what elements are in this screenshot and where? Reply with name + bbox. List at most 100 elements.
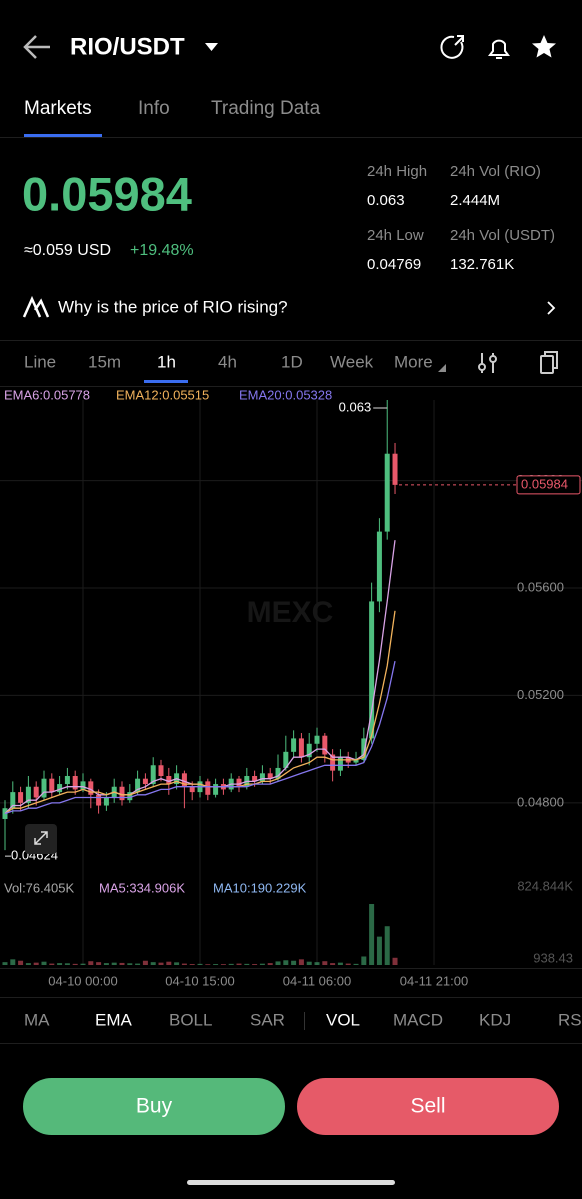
indicator-tab[interactable]: EMA	[95, 1010, 133, 1029]
volume-bar	[127, 963, 133, 965]
candle-body	[166, 776, 172, 785]
candle-body	[267, 773, 273, 779]
candle-body	[57, 784, 63, 793]
interval-indicator	[144, 380, 188, 383]
volume-legend: MA10:190.229K	[213, 880, 307, 895]
back-button[interactable]	[23, 35, 50, 59]
candle-body	[353, 759, 359, 763]
volume-bar	[337, 962, 343, 965]
interval[interactable]: Week	[330, 352, 374, 371]
ai-icon	[22, 295, 50, 318]
volume-bar	[345, 963, 351, 965]
banner-text[interactable]: Why is the price of RIO rising?	[58, 297, 288, 316]
candle-body	[2, 808, 8, 819]
volume-bar	[80, 963, 86, 965]
volume-bar	[244, 963, 250, 965]
candle-body	[135, 778, 141, 793]
chevron[interactable]	[547, 301, 556, 315]
more-arrow[interactable]	[438, 364, 446, 372]
alert-icon[interactable]	[488, 39, 510, 59]
candle-body	[18, 792, 24, 803]
candle-body	[392, 453, 398, 485]
y-tick-label: 0.05600	[517, 579, 564, 594]
buy-label[interactable]: Buy	[136, 1095, 173, 1118]
candle-body	[361, 738, 367, 760]
volume-bar	[298, 959, 304, 965]
volume-bar	[103, 963, 109, 965]
volume-bar	[18, 960, 24, 965]
candle-body	[10, 792, 16, 809]
indicator-tab[interactable]: BOLL	[169, 1010, 212, 1029]
interval[interactable]: 4h	[218, 352, 237, 371]
candle-body	[298, 738, 304, 758]
interval[interactable]: Line	[24, 352, 56, 371]
settings-icon[interactable]	[478, 353, 497, 373]
pair-title[interactable]: RIO/USDT	[70, 33, 185, 60]
candle-body	[181, 773, 187, 787]
legend-entry: EMA12:0.05515	[116, 387, 209, 402]
volume-bar	[392, 957, 398, 965]
indicator-tab[interactable]: MACD	[393, 1010, 443, 1029]
volume-bar	[213, 964, 219, 965]
volume-legend: Vol:76.405K	[4, 880, 74, 895]
stat-value: 0.04769	[367, 256, 421, 273]
x-tick-label: 04-11 06:00	[283, 973, 351, 988]
ema-line	[4, 610, 396, 815]
sell-label[interactable]: Sell	[410, 1095, 445, 1118]
volume-bar	[306, 961, 312, 965]
x-tick-label: 04-10 00:00	[48, 973, 117, 988]
candle-body	[384, 453, 390, 532]
volume-bar	[88, 961, 94, 965]
pair-dropdown[interactable]	[205, 43, 218, 51]
candle-body	[337, 757, 343, 771]
share-icon[interactable]	[440, 35, 464, 59]
x-tick-label: 04-10 15:00	[165, 973, 234, 988]
divider	[0, 137, 582, 138]
candle-body	[33, 786, 39, 798]
volume-bar	[64, 963, 70, 965]
indicator-tab[interactable]: MA	[24, 1010, 50, 1029]
last-price-label: 0.05984	[521, 476, 568, 491]
candle-body	[205, 781, 211, 795]
stat-label: 24h Low	[367, 227, 424, 244]
divider	[0, 386, 582, 387]
interval[interactable]: 1h	[157, 352, 176, 371]
indicator-tab[interactable]: SAR	[250, 1010, 285, 1029]
indicator-tab[interactable]: KDJ	[479, 1010, 511, 1029]
candle-body	[158, 765, 164, 776]
interval[interactable]: 1D	[281, 352, 303, 371]
legend-entry: EMA6:0.05778	[4, 387, 90, 402]
favorite-icon[interactable]	[532, 35, 556, 58]
legend-entry: EMA20:0.05328	[239, 387, 332, 402]
expand-icon[interactable]	[25, 824, 57, 854]
volume-bar	[174, 962, 180, 965]
watermark: MEXC	[247, 596, 334, 629]
divider	[0, 968, 582, 969]
indicator-tab[interactable]: RS	[558, 1010, 582, 1029]
volume-bar	[96, 962, 102, 965]
interval[interactable]: More	[394, 352, 433, 371]
volume-tick-label: 938.43	[533, 950, 573, 965]
tab[interactable]: Trading Data	[211, 98, 321, 119]
stat-label: 24h Vol (RIO)	[450, 163, 541, 180]
volume-bar	[135, 963, 141, 965]
home-indicator	[187, 1180, 395, 1185]
volume-bar	[259, 963, 265, 965]
tab[interactable]: Markets	[24, 98, 92, 119]
volume-bar	[197, 963, 203, 965]
interval[interactable]: 15m	[88, 352, 121, 371]
candle-body	[96, 794, 102, 806]
sell-button[interactable]	[297, 1078, 559, 1135]
tab[interactable]: Info	[138, 98, 170, 119]
buy-button[interactable]	[23, 1078, 285, 1135]
volume-bar	[111, 962, 117, 965]
candle-body	[283, 751, 289, 768]
volume-bar	[57, 963, 63, 965]
volume-bar	[369, 904, 375, 965]
indicator-tab[interactable]: VOL	[326, 1010, 360, 1029]
candle-body	[64, 776, 70, 785]
candle-body	[25, 786, 31, 803]
price-change: +19.48%	[130, 242, 194, 259]
layout-icon[interactable]	[540, 351, 558, 374]
divider	[0, 997, 582, 998]
